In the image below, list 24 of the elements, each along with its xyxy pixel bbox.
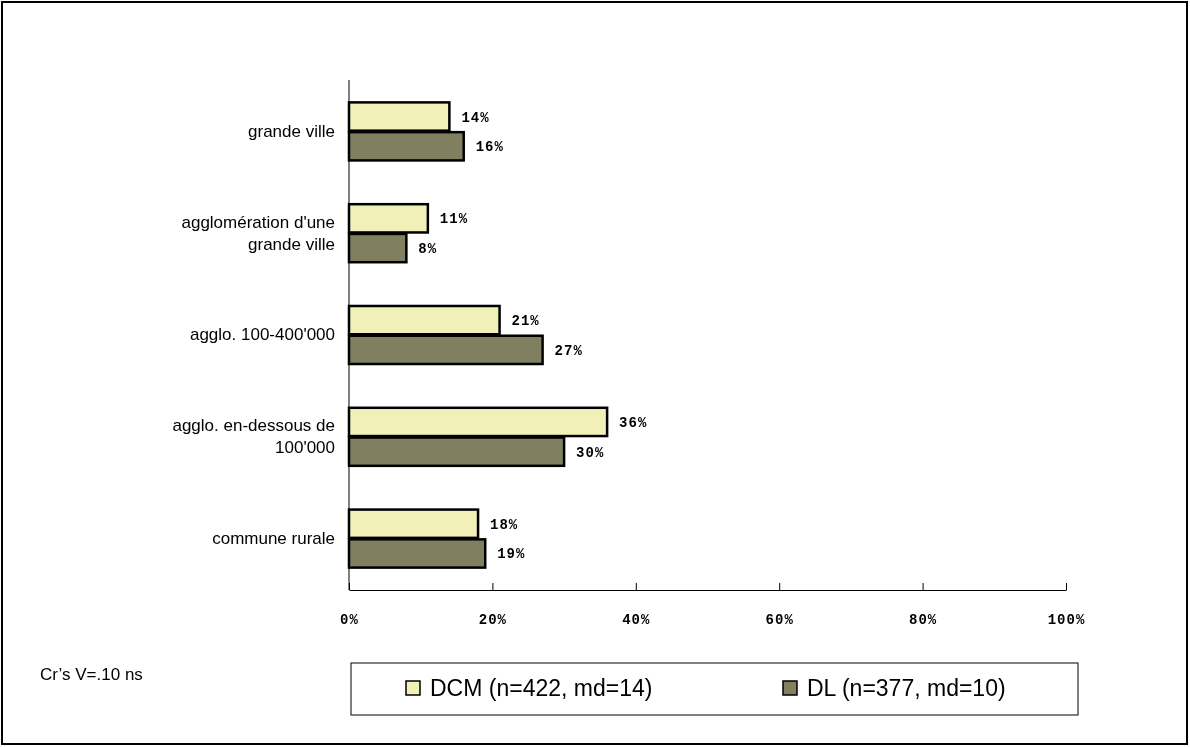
data-label: 14% — [461, 109, 490, 126]
y-tick-label: agglomération d'une grande ville — [181, 212, 335, 254]
x-tick-label: 60% — [765, 611, 794, 628]
y-tick-label: grande ville — [248, 121, 335, 141]
y-tick-label: commune rurale — [212, 529, 335, 549]
data-label: 21% — [511, 313, 540, 330]
x-tick-label: 40% — [622, 611, 651, 628]
text: Cr’s V=.10 ns — [40, 665, 143, 684]
data-label: 19% — [497, 546, 526, 563]
x-tick-label: 80% — [908, 611, 938, 628]
data-label: 36% — [619, 414, 648, 431]
data-label: 11% — [439, 211, 469, 228]
data-label: 18% — [490, 516, 519, 533]
data-label: 27% — [554, 342, 583, 359]
data-label: 30% — [576, 444, 605, 461]
y-tick-label: agglo. 100-400'000 — [189, 325, 335, 345]
data-label: 8% — [418, 241, 438, 258]
data-label: 16% — [475, 139, 504, 156]
x-tick-label: 20% — [478, 611, 508, 628]
x-tick-label: 100% — [1047, 611, 1086, 628]
legend-label: DCM (n=422, md=14) — [430, 675, 653, 701]
x-tick-label: 0% — [340, 611, 359, 628]
y-tick-label: agglo. en-dessous de 100'000 — [172, 416, 335, 458]
legend-label: DL (n=377, md=10) — [807, 675, 1006, 701]
